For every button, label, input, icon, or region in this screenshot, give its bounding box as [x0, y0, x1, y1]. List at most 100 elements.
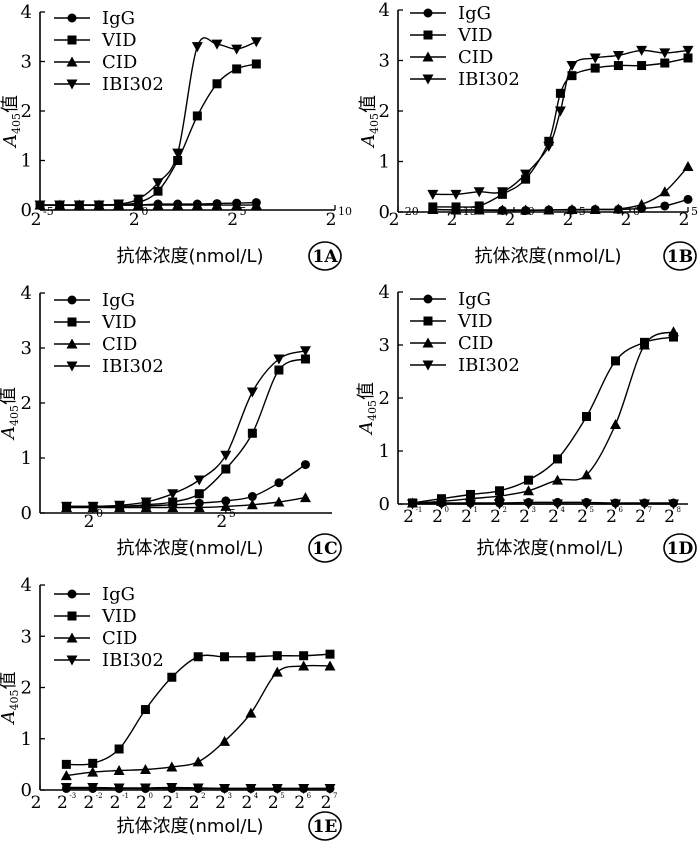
x-tick-exponent: 6 [307, 792, 312, 800]
x-tick-label: 2 [461, 507, 472, 527]
series-line-igg [66, 464, 306, 508]
legend-item-igg: IgG [54, 584, 135, 605]
legend-marker-igg [423, 294, 433, 304]
x-tick-exponent: -3 [69, 792, 76, 800]
legend-item-cid: CID [54, 628, 137, 649]
data-point-igg [683, 194, 693, 204]
x-tick-exponent: 3 [532, 506, 536, 514]
y-axis-title: A405值 [356, 382, 379, 436]
legend-label: IgG [458, 289, 491, 310]
legend-item-vid: VID [54, 312, 137, 333]
y-tick-label: 0 [21, 780, 32, 801]
legend-item-cid: CID [410, 47, 493, 68]
data-point-vid [232, 64, 242, 74]
data-point-ibi302 [271, 783, 283, 794]
data-point-vid [246, 652, 256, 662]
data-point-ibi302 [193, 475, 205, 486]
data-point-vid [212, 79, 222, 89]
data-point-cid [192, 756, 204, 767]
x-axis-title: 抗体浓度(nmol/L) [116, 246, 263, 267]
y-tick-label: 2 [21, 393, 32, 414]
data-point-cid [167, 502, 179, 512]
x-tick-label: 2 [432, 507, 443, 527]
data-point-cid [193, 502, 205, 512]
data-point-igg [300, 460, 310, 470]
x-tick-label: 2 [447, 210, 458, 230]
data-point-ibi302 [299, 346, 311, 357]
data-point-ibi302 [114, 500, 126, 511]
x-tick-exponent: 5 [691, 205, 698, 218]
data-point-ibi302 [273, 354, 285, 365]
x-tick-exponent: 6 [619, 506, 624, 514]
data-point-cid [231, 199, 243, 210]
data-point-cid [612, 203, 624, 214]
x-tick-exponent: 7 [333, 792, 337, 800]
data-point-cid [581, 469, 592, 480]
data-point-cid [191, 199, 203, 210]
panel-badge-circle [308, 241, 342, 271]
x-tick-label: 2 [268, 793, 279, 813]
data-point-ibi302 [60, 782, 72, 793]
data-point-cid [220, 500, 232, 511]
data-point-cid [166, 761, 178, 772]
x-tick-label: 2 [548, 507, 559, 527]
x-tick-label: 2 [326, 210, 337, 230]
legend-label: CID [102, 628, 137, 649]
data-point-ibi302 [245, 783, 257, 794]
x-tick-exponent: 5 [280, 792, 284, 800]
data-point-ibi302 [298, 783, 310, 794]
x-tick-exponent: 1 [474, 506, 478, 514]
data-point-ibi302 [636, 45, 648, 56]
legend-item-vid: VID [410, 311, 493, 332]
y-tick-label: 4 [21, 283, 32, 304]
data-point-ibi302 [87, 782, 99, 793]
y-tick-label: 0 [379, 494, 390, 515]
legend-item-ibi302: IBI302 [54, 356, 164, 377]
y-axis-title: A405值 [0, 95, 23, 149]
data-point-vid [114, 744, 124, 754]
data-point-vid [274, 365, 284, 375]
legend-marker-ibi302 [422, 360, 434, 371]
series-line-ibi302 [66, 350, 306, 508]
y-tick-label: 0 [21, 200, 32, 221]
legend-label: VID [457, 311, 493, 332]
data-point-vid [192, 111, 202, 121]
x-tick-exponent: 10 [338, 205, 352, 218]
panel-label: 1E [313, 817, 338, 837]
series-line-vid [412, 336, 674, 504]
x-tick-label: 2 [563, 210, 574, 230]
legend-marker-vid [67, 611, 77, 621]
legend-item-igg: IgG [54, 290, 135, 311]
data-point-vid [220, 652, 230, 662]
data-point-vid [61, 759, 71, 769]
panel-label: 1C [312, 539, 337, 559]
data-point-ibi302 [581, 499, 592, 510]
legend-label: IgG [102, 290, 135, 311]
legend-label: CID [458, 333, 493, 354]
data-point-cid [523, 485, 534, 496]
legend-marker-igg [67, 589, 77, 599]
legend-item-igg: IgG [410, 289, 491, 310]
data-point-ibi302 [520, 169, 532, 180]
data-point-cid [152, 199, 164, 210]
y-tick-label: 2 [379, 101, 390, 122]
data-point-cid [113, 765, 125, 776]
data-point-cid [246, 499, 258, 510]
panel-label: 1A [312, 247, 338, 267]
x-tick-label: 2 [241, 793, 252, 813]
legend-marker-cid [422, 337, 434, 348]
data-point-vid [590, 63, 600, 73]
data-point-vid [272, 651, 282, 661]
legend-label: VID [101, 30, 137, 51]
data-point-cid [520, 204, 532, 215]
data-point-ibi302 [612, 50, 624, 61]
x-tick-label: 2 [664, 507, 675, 527]
legend-marker-igg [67, 295, 77, 305]
data-point-ibi302 [139, 783, 151, 794]
y-tick-label: 0 [379, 202, 390, 223]
x-tick-exponent: 5 [229, 507, 236, 520]
legend-item-cid: CID [54, 334, 137, 355]
